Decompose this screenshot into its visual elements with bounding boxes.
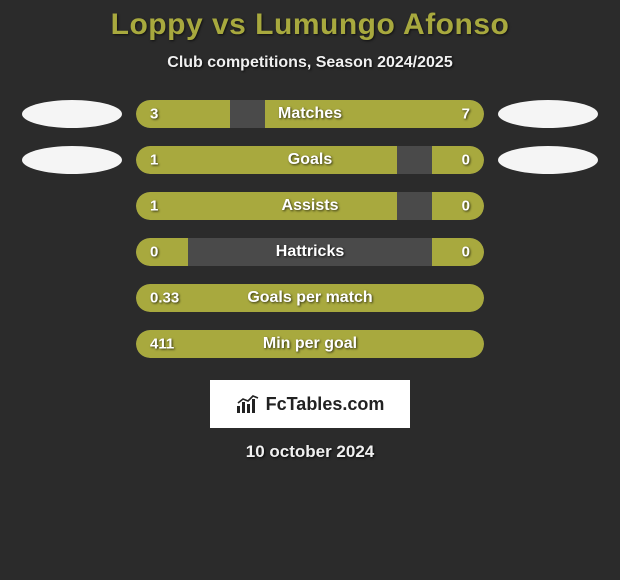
player-left-avatar <box>22 146 122 174</box>
date-label: 10 october 2024 <box>0 442 620 462</box>
stat-value-left: 0 <box>150 244 158 261</box>
stat-bar-track: 3 Matches 7 <box>136 100 484 128</box>
stat-row: 1 Goals 0 <box>0 146 620 174</box>
stat-value-left: 1 <box>150 152 158 169</box>
brand-badge: FcTables.com <box>210 380 410 428</box>
page-title: Loppy vs Lumungo Afonso <box>0 8 620 42</box>
stat-label: Assists <box>282 197 339 215</box>
stat-value-right: 0 <box>462 152 470 169</box>
stat-value-right: 0 <box>462 244 470 261</box>
stat-row: 1 Assists 0 <box>0 192 620 220</box>
stat-row: 0 Hattricks 0 <box>0 238 620 266</box>
comparison-card: Loppy vs Lumungo Afonso Club competition… <box>0 0 620 462</box>
stat-value-left: 1 <box>150 198 158 215</box>
stat-value-right: 7 <box>462 106 470 123</box>
stat-bar-right <box>432 146 484 174</box>
stat-bar-track: 1 Goals 0 <box>136 146 484 174</box>
stat-bar-right <box>432 192 484 220</box>
stat-bar-track: 0.33 Goals per match <box>136 284 484 312</box>
stat-value-left: 411 <box>150 336 174 353</box>
stat-row: 0.33 Goals per match <box>0 284 620 312</box>
player-left-avatar <box>22 100 122 128</box>
chart-icon <box>236 394 260 414</box>
brand-text: FcTables.com <box>266 394 385 415</box>
player-right-avatar <box>498 100 598 128</box>
stat-label: Goals per match <box>247 289 372 307</box>
stat-bar-track: 411 Min per goal <box>136 330 484 358</box>
stat-bar-left <box>136 146 397 174</box>
stat-bar-left <box>136 192 397 220</box>
player-right-avatar <box>498 146 598 174</box>
stat-value-left: 0.33 <box>150 290 179 307</box>
stat-bar-left <box>136 238 188 266</box>
stat-label: Hattricks <box>276 243 344 261</box>
stat-bar-track: 1 Assists 0 <box>136 192 484 220</box>
stat-row: 3 Matches 7 <box>0 100 620 128</box>
stat-label: Matches <box>278 105 342 123</box>
stat-label: Min per goal <box>263 335 357 353</box>
stat-value-right: 0 <box>462 198 470 215</box>
stat-row: 411 Min per goal <box>0 330 620 358</box>
stat-bar-track: 0 Hattricks 0 <box>136 238 484 266</box>
stat-bar-right <box>432 238 484 266</box>
stat-label: Goals <box>288 151 332 169</box>
stat-value-left: 3 <box>150 106 158 123</box>
stats-list: 3 Matches 7 1 Goals 0 1 Assists 0 0 Hattricks 0 0.33… <box>0 100 620 358</box>
subtitle: Club competitions, Season 2024/2025 <box>0 54 620 72</box>
